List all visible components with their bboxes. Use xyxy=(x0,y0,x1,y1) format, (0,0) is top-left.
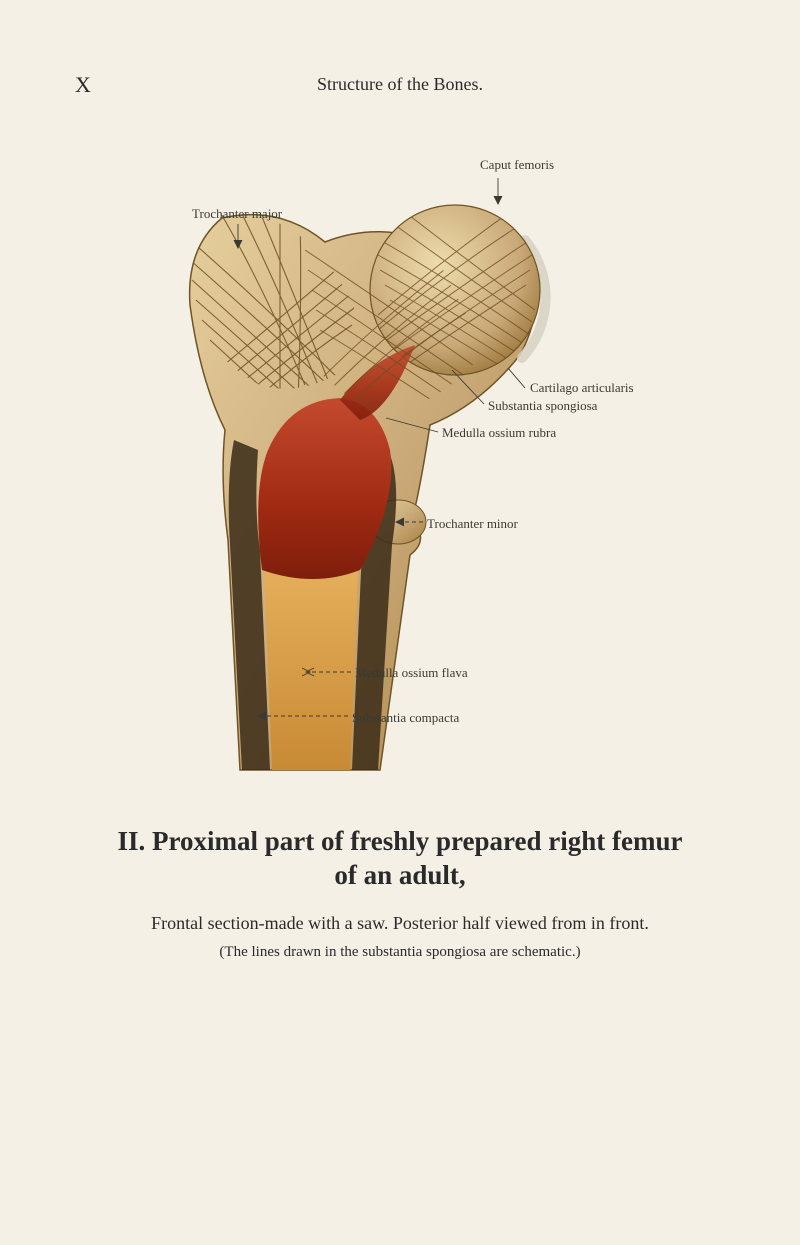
figure-title: II. Proximal part of freshly prepared ri… xyxy=(0,825,800,893)
figure-note: (The lines drawn in the substantia spong… xyxy=(0,944,800,961)
label-substantia-compacta: Substantia compacta xyxy=(352,710,459,727)
title-line-2: of an adult, xyxy=(334,860,465,890)
femoral-head xyxy=(370,205,540,375)
label-trochanter-major: Trochanter major xyxy=(192,206,282,223)
femur-illustration xyxy=(130,150,670,790)
running-head: Structure of the Bones. xyxy=(0,74,800,95)
label-medulla-rubra: Medulla ossium rubra xyxy=(442,425,556,442)
figure-subtitle: Frontal section-made with a saw. Posteri… xyxy=(0,910,800,937)
anatomical-figure: Caput femoris Trochanter major Cartilago… xyxy=(130,150,670,790)
label-substantia-spongiosa: Substantia spongiosa xyxy=(488,398,597,415)
page-root: X Structure of the Bones. xyxy=(0,0,800,1245)
label-caput-femoris: Caput femoris xyxy=(480,157,554,174)
label-cartilago-articularis: Cartilago articularis xyxy=(530,380,634,397)
label-medulla-flava: Medulla ossium flava xyxy=(355,665,468,682)
medulla-flava xyxy=(264,550,358,770)
title-line-1: II. Proximal part of freshly prepared ri… xyxy=(118,826,683,856)
label-trochanter-minor: Trochanter minor xyxy=(427,516,518,533)
